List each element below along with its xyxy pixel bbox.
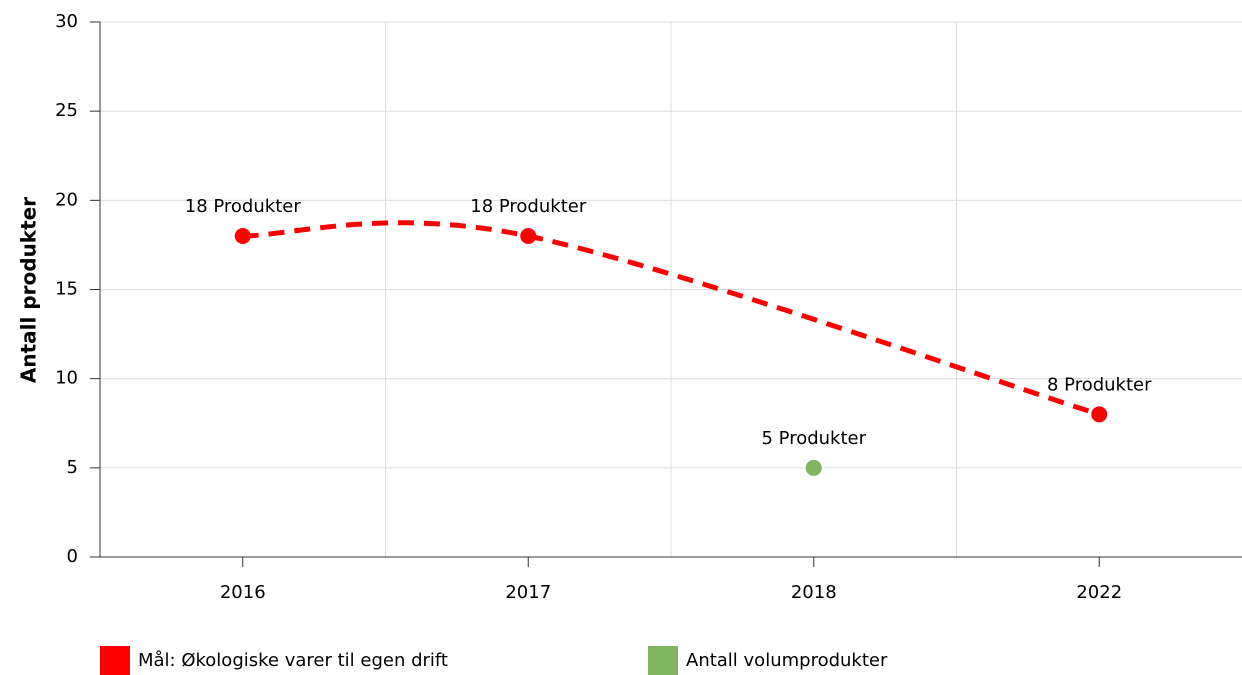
data-label: 8 Produkter [1047, 374, 1152, 395]
legend-swatch [648, 646, 678, 675]
y-tick-label: 15 [55, 279, 78, 300]
x-tick-label: 2018 [791, 582, 837, 603]
x-tick-label: 2022 [1076, 582, 1122, 603]
data-point [234, 228, 251, 244]
legend-label: Mål: Økologiske varer til egen drift [138, 650, 448, 671]
y-tick-label: 0 [67, 546, 78, 567]
y-tick-label: 20 [55, 189, 78, 210]
y-axis-label: Antall produkter [17, 197, 41, 383]
data-point [805, 459, 822, 476]
data-label: 5 Produkter [761, 428, 866, 449]
series-line [242, 220, 1100, 417]
x-tick-label: 2016 [220, 582, 266, 603]
y-tick-label: 10 [55, 368, 78, 389]
legend-swatch [100, 646, 130, 675]
y-tick-label: 30 [55, 11, 78, 32]
y-tick-label: 5 [67, 457, 78, 478]
data-point [1091, 406, 1108, 423]
data-label: 18 Produkter [185, 196, 302, 217]
legend-label: Antall volumprodukter [686, 650, 888, 671]
x-tick-label: 2017 [505, 582, 551, 603]
y-tick-label: 25 [55, 100, 78, 121]
data-point [520, 228, 537, 244]
data-label: 18 Produkter [470, 196, 587, 217]
